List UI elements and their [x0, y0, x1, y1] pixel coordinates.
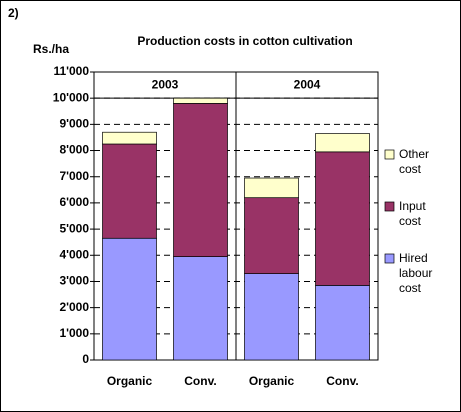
group-header-bg: [237, 73, 377, 98]
legend-swatch: [384, 149, 395, 160]
bar-segment: [102, 143, 157, 239]
y-tick-label: 1'000: [59, 326, 89, 340]
x-tick-label: Conv.: [184, 374, 216, 388]
y-tick-label: 7'000: [59, 169, 89, 183]
bar-segment: [244, 177, 299, 199]
group-label: 2003: [152, 77, 179, 91]
bar-segment: [173, 256, 228, 361]
legend-label: Other cost: [399, 147, 430, 176]
y-tick-label: 9'000: [59, 117, 89, 131]
bar-segment: [244, 273, 299, 361]
y-tick-label: 10'000: [53, 90, 90, 104]
x-tick-label: Conv.: [326, 374, 358, 388]
legend-label: Hired labour cost: [399, 251, 433, 295]
group-header-bg: [95, 73, 235, 98]
chart-title: Production costs in cotton cultivation: [137, 34, 352, 48]
y-tick-label: 4'000: [59, 247, 89, 261]
group-label: 2004: [294, 77, 321, 91]
legend-label: Input cost: [399, 199, 426, 228]
y-axis-label: Rs./ha: [33, 42, 69, 56]
bar-segment: [102, 131, 157, 145]
x-tick-label: Organic: [107, 374, 153, 388]
bar-segment: [315, 151, 370, 286]
y-tick-label: 2'000: [59, 300, 89, 314]
bar-segment: [315, 285, 370, 361]
bar-segment: [173, 97, 228, 104]
y-tick-label: 6'000: [59, 195, 89, 209]
legend-swatch: [384, 253, 395, 264]
y-tick-label: 11'000: [53, 64, 89, 78]
y-tick-label: 8'000: [59, 143, 89, 157]
x-tick-label: Organic: [249, 374, 295, 388]
bar-segment: [102, 237, 157, 361]
bar-segment: [244, 197, 299, 274]
y-tick-label: 0: [82, 352, 89, 366]
panel-label: 2): [8, 6, 19, 20]
y-tick-label: 3'000: [59, 274, 89, 288]
bar-segment: [315, 133, 370, 153]
legend-swatch: [384, 201, 395, 212]
bar-segment: [173, 103, 228, 257]
y-tick-label: 5'000: [59, 221, 89, 235]
